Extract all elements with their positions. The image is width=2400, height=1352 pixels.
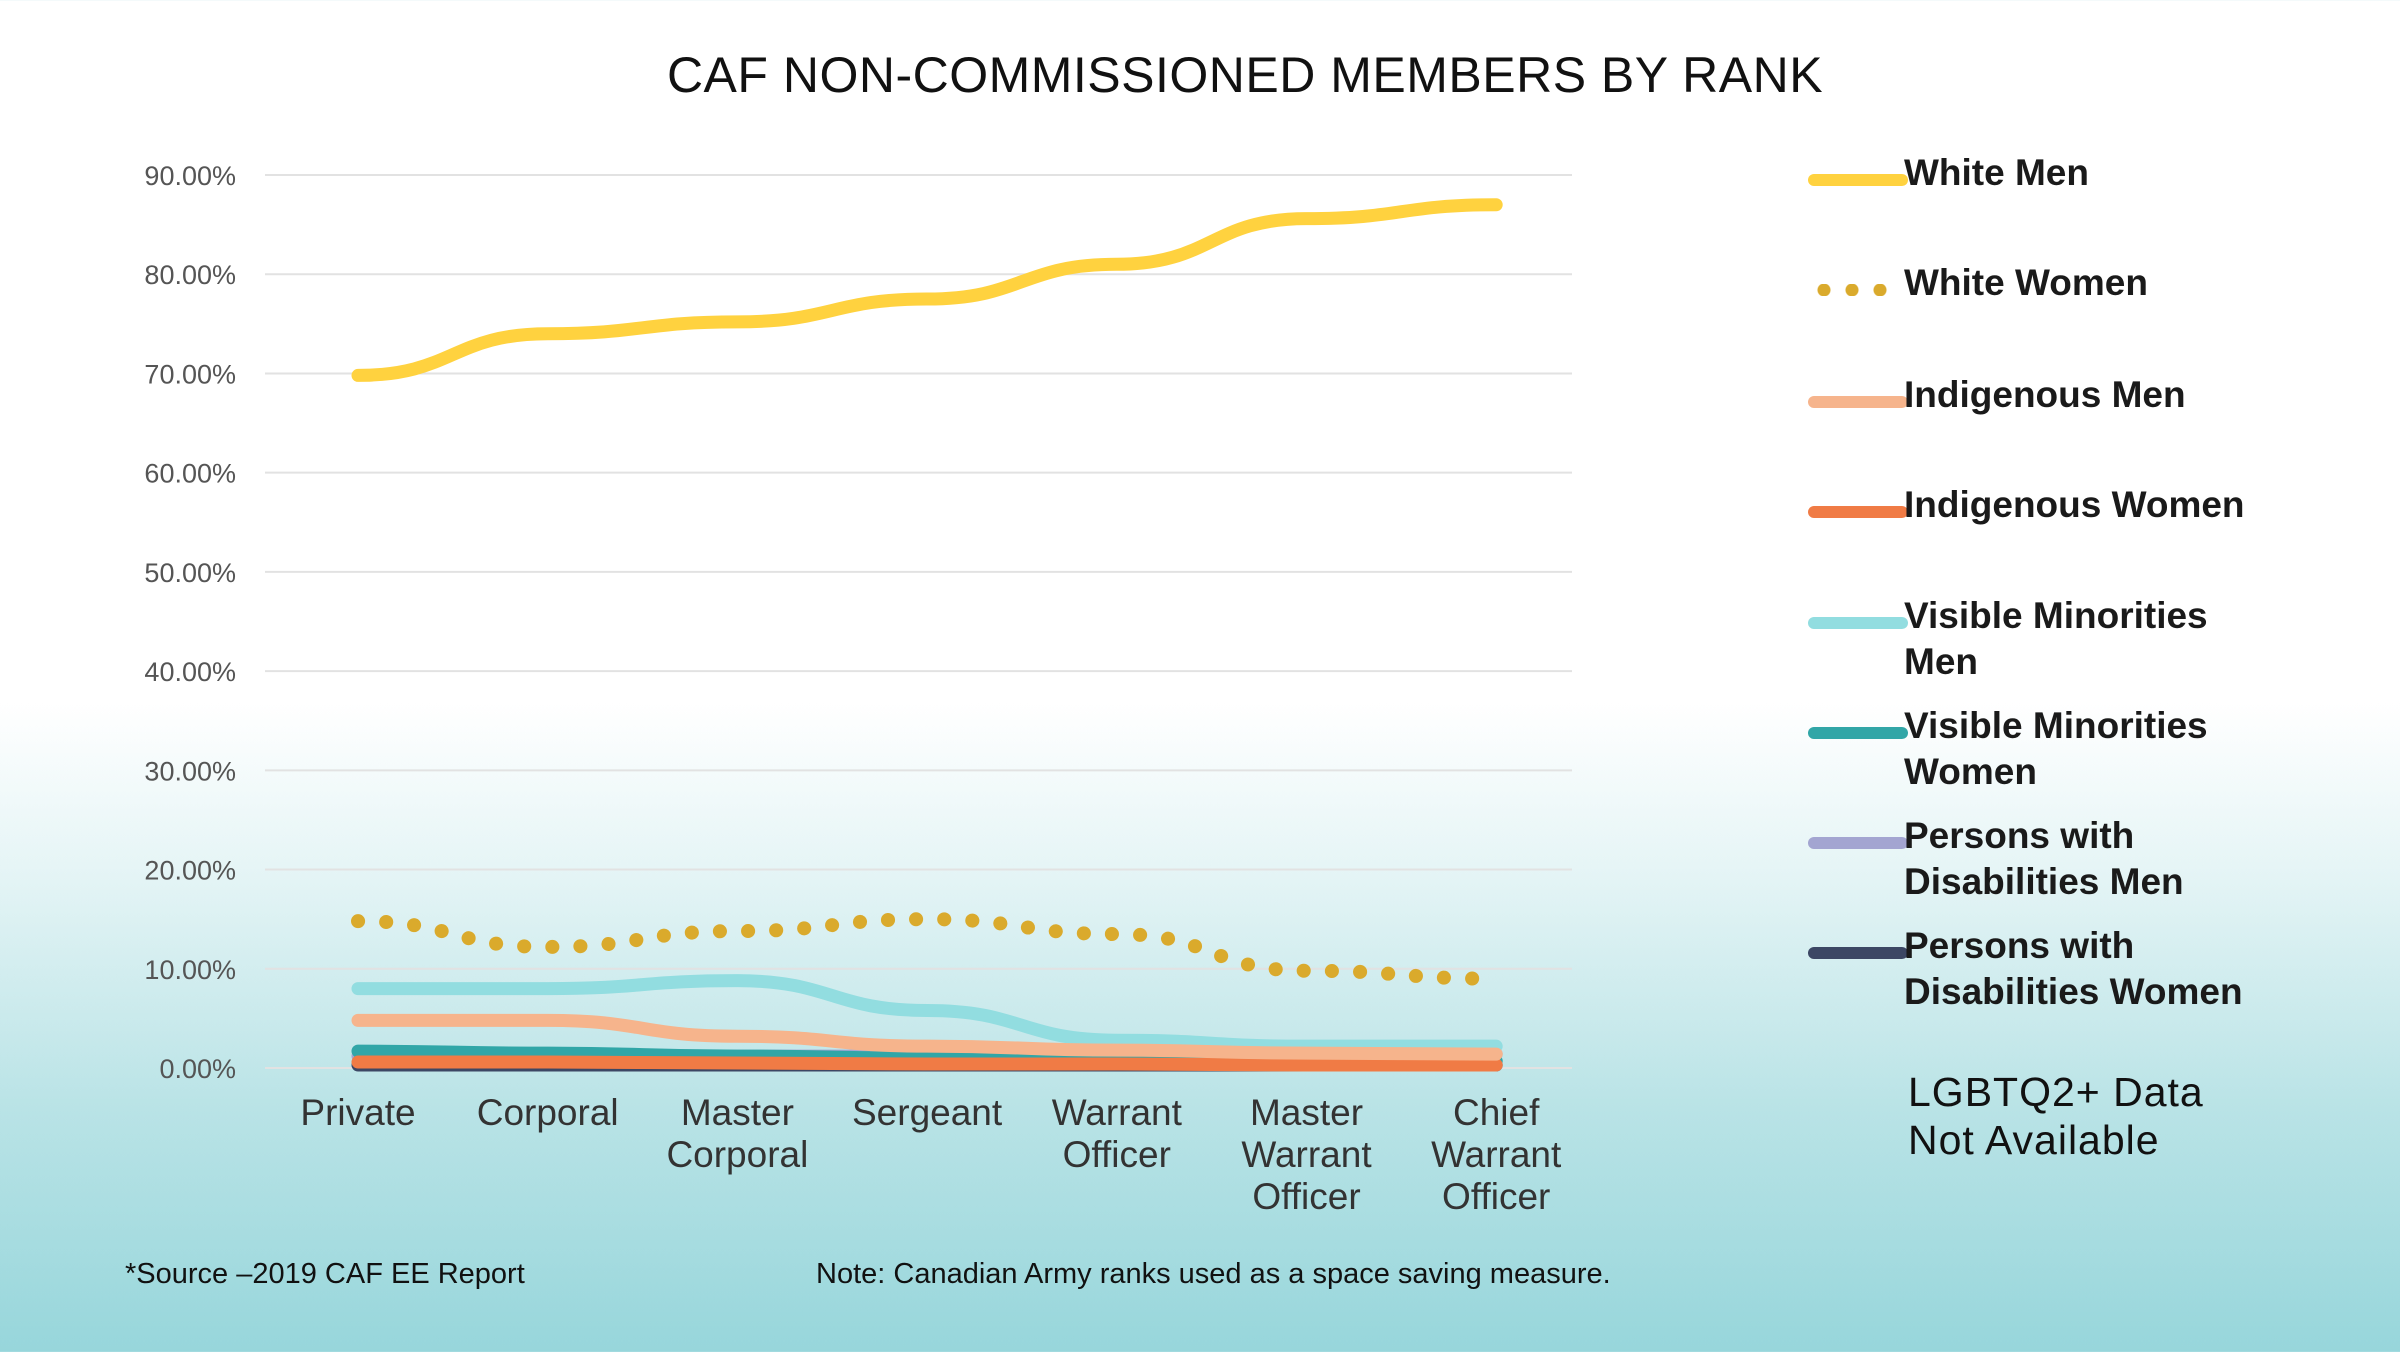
y-tick-label: 90.00% (144, 161, 236, 191)
x-tick-label: Warrant Officer (1052, 1092, 1183, 1175)
legend-label: Persons with Disabilities Women (1904, 925, 2243, 1012)
legend-swatch (1808, 506, 1908, 518)
legend-label: Indigenous Men (1904, 374, 2186, 415)
y-tick-label: 20.00% (144, 856, 236, 886)
ranks-note: Note: Canadian Army ranks used as a spac… (816, 1258, 1611, 1290)
legend-swatch (1808, 837, 1908, 849)
legend-label: Persons with Disabilities Men (1904, 815, 2184, 902)
series-line-white-women (351, 912, 1504, 986)
x-tick-label: Private (300, 1092, 415, 1133)
legend-label: Visible Minorities Men (1904, 595, 2208, 682)
y-tick-label: 10.00% (144, 955, 236, 985)
y-axis: 0.00% 10.00% 20.00% 30.00% 40.00% 50.00% 60.00… (144, 161, 236, 1084)
series-line-visible-minorities-men (351, 974, 1503, 1053)
series-lines (351, 198, 1504, 1072)
legend-swatch (1808, 396, 1908, 408)
legend-swatch (1808, 174, 1908, 186)
y-tick-label: 40.00% (144, 657, 236, 687)
gridlines (265, 174, 1572, 1069)
y-tick-label: 0.00% (159, 1054, 236, 1084)
x-tick-label: Chief Warrant Officer (1431, 1092, 1562, 1217)
y-tick-label: 80.00% (144, 260, 236, 290)
lgbtq-note-line1: LGBTQ2+ Data (1908, 1069, 2204, 1115)
y-tick-label: 30.00% (144, 756, 236, 786)
source-note: *Source –2019 CAF EE Report (125, 1258, 525, 1290)
line-chart: 0.00% 10.00% 20.00% 30.00% 40.00% 50.00% 60.00… (144, 161, 1572, 1217)
y-tick-label: 60.00% (144, 459, 236, 489)
x-tick-label: Sergeant (852, 1092, 1003, 1133)
series-line-indigenous-women (351, 1055, 1503, 1072)
legend-label: White Women (1904, 262, 2148, 303)
y-tick-label: 50.00% (144, 558, 236, 588)
lgbtq-note: LGBTQ2+ Data Not Available (1908, 1068, 2288, 1164)
x-tick-label: Corporal (477, 1092, 619, 1133)
x-tick-label: Master Warrant Officer (1241, 1092, 1372, 1217)
legend-swatch (1810, 284, 1890, 296)
chart-title: CAF NON-COMMISSIONED MEMBERS BY RANK (666, 47, 1824, 103)
legend-label: Indigenous Women (1904, 484, 2245, 525)
legend-label: Visible Minorities Women (1904, 705, 2208, 792)
legend-swatch (1808, 727, 1908, 739)
series-line-white-men (351, 198, 1503, 382)
legend-swatch (1808, 617, 1908, 629)
legend-label: White Men (1904, 152, 2089, 193)
series-line-indigenous-men (351, 1013, 1503, 1061)
x-axis: Private Corporal Master Corporal Sergeant War… (300, 1092, 1562, 1217)
lgbtq-note-line2: Not Available (1908, 1117, 2160, 1163)
legend-swatch (1808, 947, 1908, 959)
x-tick-label: Master Corporal (666, 1092, 808, 1175)
y-tick-label: 70.00% (144, 359, 236, 389)
